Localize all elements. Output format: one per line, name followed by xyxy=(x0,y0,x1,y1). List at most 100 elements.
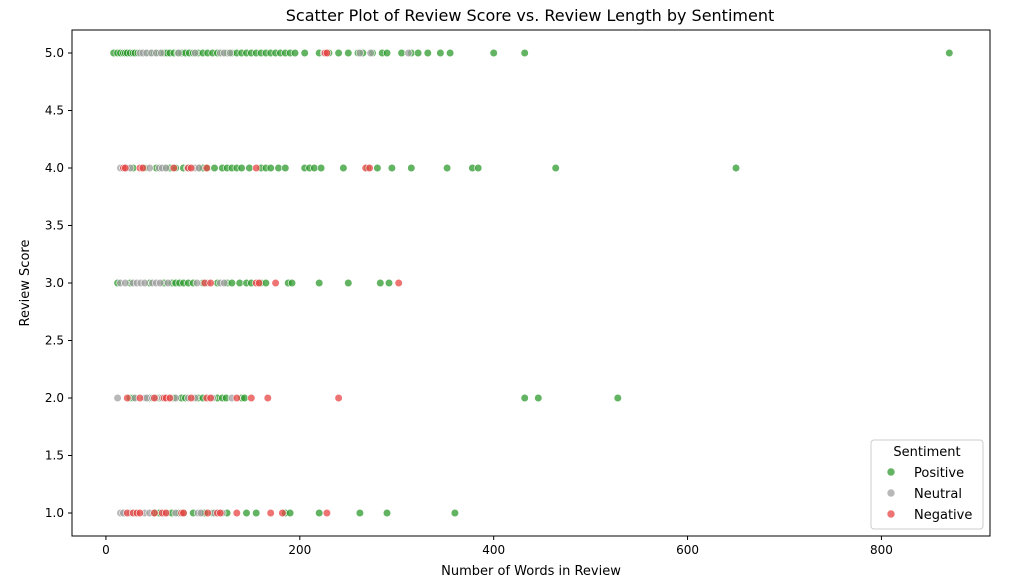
data-point-positive xyxy=(210,163,219,173)
data-point-positive xyxy=(261,278,271,288)
data-point-negative xyxy=(206,393,215,403)
data-point-negative xyxy=(121,163,130,173)
data-point-negative xyxy=(271,278,280,288)
x-axis: 0 200 400 600 800 xyxy=(102,536,893,557)
data-point-neutral xyxy=(355,48,365,58)
data-point-negative xyxy=(206,278,215,288)
data-point-negative xyxy=(202,163,211,173)
y-tick-label: 4.0 xyxy=(45,161,64,175)
data-point-negative xyxy=(216,508,225,518)
data-point-negative xyxy=(161,508,171,518)
legend-label-negative: Negative xyxy=(914,508,972,523)
data-point-positive xyxy=(534,393,543,403)
data-point-neutral xyxy=(194,163,204,173)
y-tick-label: 4.5 xyxy=(45,104,64,118)
data-point-positive xyxy=(355,508,365,518)
chart-title: Scatter Plot of Review Score vs. Review … xyxy=(286,6,774,25)
data-point-positive xyxy=(317,163,326,173)
data-point-negative xyxy=(135,508,144,518)
data-point-negative xyxy=(252,163,261,173)
data-point-negative xyxy=(278,508,287,518)
data-point-negative xyxy=(187,163,196,173)
y-axis-label: Review Score xyxy=(18,240,33,327)
x-tick-label: 400 xyxy=(482,543,505,557)
data-point-positive xyxy=(315,278,324,288)
data-point-positive xyxy=(397,48,406,58)
data-point-neutral xyxy=(121,278,130,288)
data-point-negative xyxy=(263,393,272,403)
data-point-neutral xyxy=(163,278,173,288)
x-tick-label: 600 xyxy=(676,543,699,557)
y-tick-label: 1.5 xyxy=(45,449,64,463)
data-point-neutral xyxy=(145,163,154,173)
data-point-neutral xyxy=(220,278,229,288)
data-point-neutral xyxy=(225,48,235,58)
points-layer xyxy=(109,48,954,518)
data-point-negative xyxy=(203,508,212,518)
data-point-neutral xyxy=(161,163,171,173)
data-point-negative xyxy=(266,508,275,518)
data-point-positive xyxy=(382,508,392,518)
data-point-positive xyxy=(384,278,394,288)
data-point-neutral xyxy=(404,48,413,58)
legend-label-neutral: Neutral xyxy=(914,487,962,502)
data-point-negative xyxy=(138,163,147,173)
data-point-positive xyxy=(376,278,385,288)
legend-box xyxy=(870,439,984,530)
data-point-positive xyxy=(414,48,423,58)
data-point-neutral xyxy=(174,48,183,58)
y-tick-label: 3.0 xyxy=(45,276,64,290)
y-tick-label: 2.5 xyxy=(45,334,64,348)
data-point-positive xyxy=(613,393,622,403)
data-point-positive xyxy=(489,48,498,58)
data-point-positive xyxy=(334,48,343,58)
data-point-positive xyxy=(382,48,392,58)
data-point-positive xyxy=(436,48,445,58)
data-point-positive xyxy=(245,163,254,173)
data-point-positive xyxy=(235,278,244,288)
data-point-negative xyxy=(365,163,374,173)
data-point-positive xyxy=(290,48,300,58)
legend-title: Sentiment xyxy=(893,445,960,460)
data-point-positive xyxy=(387,163,397,173)
data-point-negative xyxy=(150,393,159,403)
data-point-positive xyxy=(240,393,249,403)
x-tick-label: 200 xyxy=(288,543,311,557)
data-point-negative xyxy=(322,508,332,518)
data-point-positive xyxy=(274,163,283,173)
data-point-positive xyxy=(731,163,741,173)
data-point-positive xyxy=(242,508,251,518)
data-point-positive xyxy=(227,278,236,288)
legend-marker-negative xyxy=(886,509,896,519)
legend: Sentiment Positive Neutral Negative xyxy=(870,439,984,530)
data-point-negative xyxy=(187,393,196,403)
data-point-neutral xyxy=(191,48,200,58)
data-point-negative xyxy=(247,393,256,403)
x-tick-label: 800 xyxy=(870,543,893,557)
data-point-positive xyxy=(266,163,275,173)
data-point-negative xyxy=(169,163,178,173)
data-point-positive xyxy=(237,163,246,173)
data-point-positive xyxy=(551,163,560,173)
y-axis: 1.0 1.5 2.0 2.5 3.0 3.5 4.0 4.5 5.0 xyxy=(45,46,72,520)
y-tick-label: 1.0 xyxy=(45,506,64,520)
data-point-positive xyxy=(407,163,416,173)
data-point-neutral xyxy=(113,393,122,403)
legend-label-positive: Positive xyxy=(914,466,964,481)
data-point-positive xyxy=(344,48,353,58)
data-point-positive xyxy=(339,163,348,173)
data-point-positive xyxy=(450,508,460,518)
data-point-negative xyxy=(232,393,241,403)
data-point-positive xyxy=(344,278,353,288)
data-point-positive xyxy=(281,163,290,173)
data-point-negative xyxy=(135,393,144,403)
legend-marker-positive xyxy=(886,467,896,477)
data-point-negative xyxy=(334,393,343,403)
data-point-positive xyxy=(300,48,309,58)
data-point-positive xyxy=(443,163,452,173)
data-point-neutral xyxy=(140,278,149,288)
data-point-neutral xyxy=(156,278,165,288)
data-point-negative xyxy=(255,278,264,288)
y-tick-label: 2.0 xyxy=(45,391,64,405)
